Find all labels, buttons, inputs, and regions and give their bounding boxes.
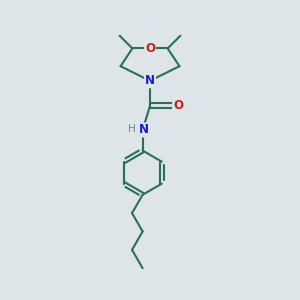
Text: O: O xyxy=(145,42,155,55)
Text: N: N xyxy=(145,74,155,87)
Text: H: H xyxy=(128,124,135,134)
Text: O: O xyxy=(173,99,183,112)
Text: N: N xyxy=(139,124,149,136)
